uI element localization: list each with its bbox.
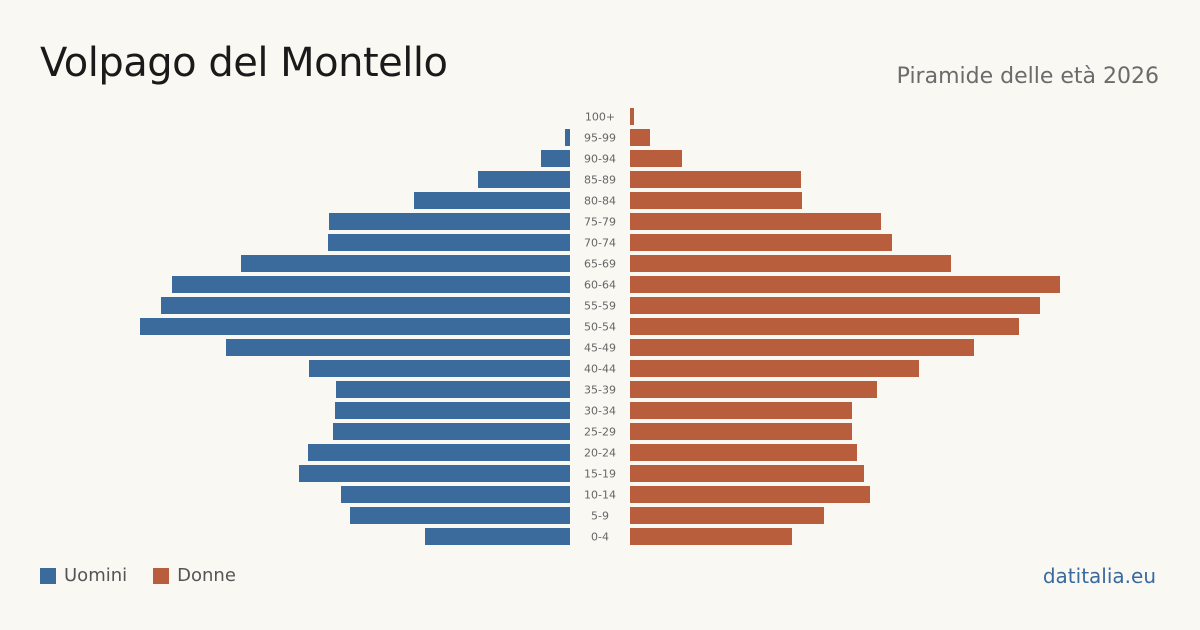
legend: Uomini Donne <box>40 565 236 586</box>
bar-women-85-89 <box>630 171 801 188</box>
legend-swatch-women <box>153 567 170 584</box>
bar-men-15-19 <box>299 465 570 482</box>
age-label-30-34: 30-34 <box>584 405 616 418</box>
page-title: Volpago del Montello <box>40 40 448 86</box>
age-label-60-64: 60-64 <box>584 279 616 292</box>
age-label-0-4: 0-4 <box>591 531 609 544</box>
bar-men-55-59 <box>161 297 570 314</box>
age-label-80-84: 80-84 <box>584 195 616 208</box>
bar-men-70-74 <box>328 234 570 251</box>
bar-women-80-84 <box>630 192 802 209</box>
source-link[interactable]: datitalia.eu <box>1042 564 1156 588</box>
bar-men-50-54 <box>140 318 570 335</box>
age-label-10-14: 10-14 <box>584 489 616 502</box>
bar-women-95-99 <box>630 129 650 146</box>
bar-men-95-99 <box>565 129 570 146</box>
bar-men-25-29 <box>333 423 570 440</box>
bar-men-35-39 <box>336 381 570 398</box>
age-label-50-54: 50-54 <box>584 321 616 334</box>
age-label-25-29: 25-29 <box>584 426 616 439</box>
bar-women-5-9 <box>630 507 824 524</box>
bar-men-75-79 <box>329 213 570 230</box>
bar-women-90-94 <box>630 150 682 167</box>
bar-women-60-64 <box>630 276 1060 293</box>
age-label-15-19: 15-19 <box>584 468 616 481</box>
bar-men-45-49 <box>226 339 570 356</box>
legend-label-women: Donne <box>177 565 236 586</box>
bar-women-15-19 <box>630 465 864 482</box>
bar-men-65-69 <box>241 255 570 272</box>
bar-women-75-79 <box>630 213 881 230</box>
bar-men-20-24 <box>308 444 570 461</box>
age-label-75-79: 75-79 <box>584 216 616 229</box>
chart-subtitle: Piramide delle età 2026 <box>896 64 1159 89</box>
bar-women-25-29 <box>630 423 852 440</box>
bar-women-10-14 <box>630 486 870 503</box>
bar-women-0-4 <box>630 528 792 545</box>
bar-men-0-4 <box>425 528 570 545</box>
bar-women-55-59 <box>630 297 1040 314</box>
age-label-85-89: 85-89 <box>584 174 616 187</box>
age-label-5-9: 5-9 <box>591 510 609 523</box>
bar-men-5-9 <box>350 507 570 524</box>
bar-men-30-34 <box>335 402 570 419</box>
bar-men-90-94 <box>541 150 570 167</box>
age-label-20-24: 20-24 <box>584 447 616 460</box>
bar-women-65-69 <box>630 255 951 272</box>
bar-men-60-64 <box>172 276 570 293</box>
age-label-95-99: 95-99 <box>584 132 616 145</box>
bar-men-40-44 <box>309 360 570 377</box>
legend-label-men: Uomini <box>64 565 128 586</box>
age-label-70-74: 70-74 <box>584 237 616 250</box>
age-label-40-44: 40-44 <box>584 363 616 376</box>
legend-item-women: Donne <box>153 565 236 586</box>
age-label-65-69: 65-69 <box>584 258 616 271</box>
legend-item-men: Uomini <box>40 565 127 586</box>
bar-women-40-44 <box>630 360 919 377</box>
bar-women-20-24 <box>630 444 857 461</box>
bar-women-50-54 <box>630 318 1019 335</box>
legend-swatch-men <box>40 567 56 584</box>
bar-women-45-49 <box>630 339 974 356</box>
bar-men-10-14 <box>341 486 570 503</box>
age-label-100+: 100+ <box>585 111 615 124</box>
age-label-90-94: 90-94 <box>584 153 616 166</box>
bar-men-85-89 <box>478 171 570 188</box>
bar-women-30-34 <box>630 402 852 419</box>
age-label-55-59: 55-59 <box>584 300 616 313</box>
age-label-35-39: 35-39 <box>584 384 616 397</box>
age-label-45-49: 45-49 <box>584 342 616 355</box>
bar-men-80-84 <box>414 192 570 209</box>
bar-women-70-74 <box>630 234 892 251</box>
bar-women-100+ <box>630 108 634 125</box>
bar-women-35-39 <box>630 381 877 398</box>
